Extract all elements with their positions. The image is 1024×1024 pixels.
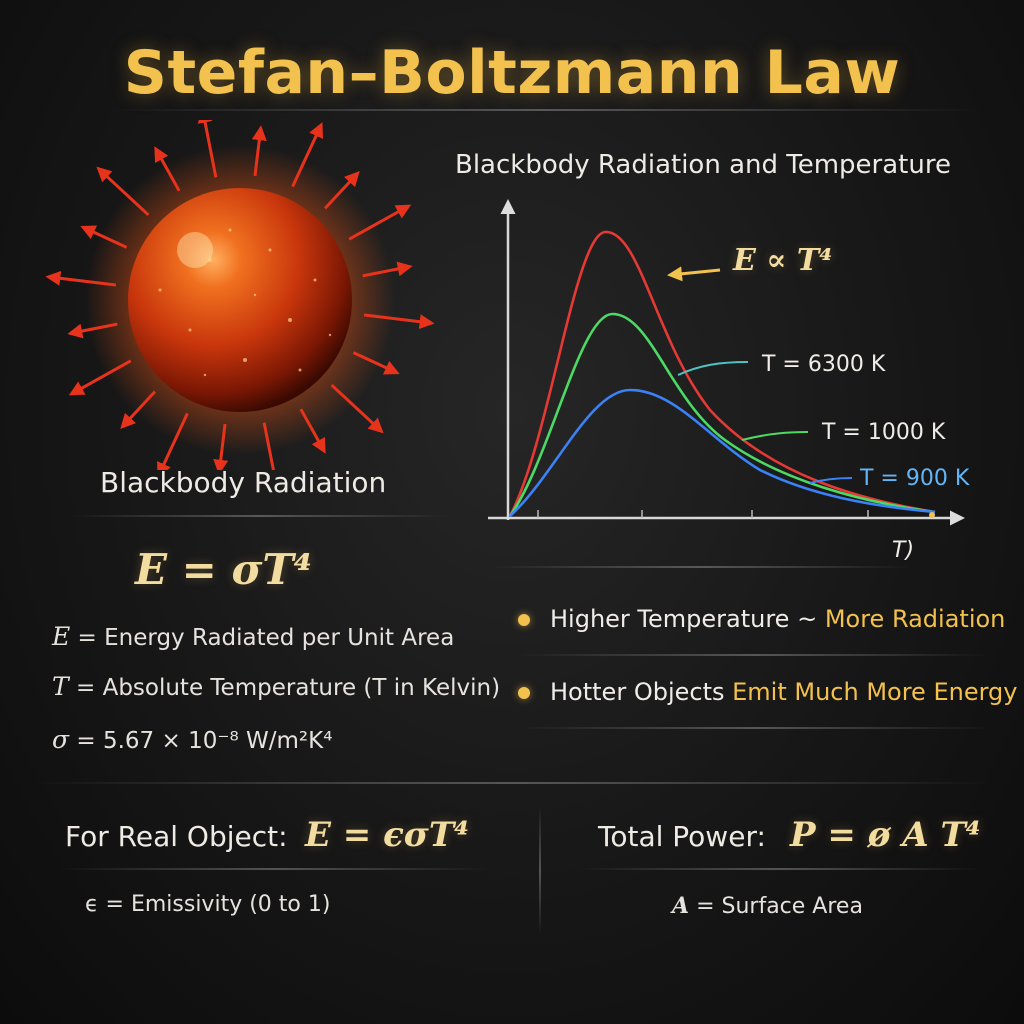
- radiation-arrow: [67, 322, 118, 339]
- bottom-divider: [30, 782, 994, 784]
- bullet-lead: Higher Temperature ~: [550, 605, 825, 633]
- radiation-arrow: [362, 261, 413, 278]
- radiation-arrow: [251, 125, 267, 177]
- x-axis-label: T): [892, 538, 915, 563]
- bullet-lead: Hotter Objects: [550, 678, 733, 706]
- sun-highlight: [177, 232, 213, 268]
- bullet-higher-temperature: Higher Temperature ~ More Radiation: [518, 605, 1005, 633]
- radiation-arrow: [154, 146, 181, 192]
- curve-label-6300k: T = 6300 K: [762, 352, 886, 377]
- radiation-arrow: [363, 313, 435, 330]
- annotation-arrow: [667, 266, 721, 282]
- radiation-arrow: [68, 359, 132, 396]
- radiation-arrow: [352, 351, 400, 375]
- radiation-arrows: [45, 120, 435, 470]
- real-object-divider: [60, 868, 490, 870]
- bullet-dot: [518, 614, 530, 626]
- sun-sphere: [128, 188, 352, 412]
- sun-speckles: [158, 228, 332, 377]
- x-axis-ticks: [537, 510, 869, 518]
- definition-sigma: σ = 5.67 × 10⁻⁸ W/m²K⁴: [52, 725, 332, 754]
- curve-label-1000k: T = 1000 K: [822, 420, 946, 445]
- caption-divider: [70, 515, 450, 517]
- leader-900k: [809, 477, 853, 484]
- definition-text: = 5.67 × 10⁻⁸ W/m²K⁴: [69, 728, 333, 754]
- total-power-divider: [580, 868, 980, 870]
- curve-end-dot: [929, 512, 935, 518]
- definition-text: = Absolute Temperature (T in Kelvin): [68, 675, 501, 701]
- surface-area-definition: A = Surface Area: [672, 893, 863, 919]
- radiation-arrow: [157, 412, 189, 470]
- emissivity-definition: ϵ = Emissivity (0 to 1): [85, 892, 331, 917]
- surface-area-text: = Surface Area: [689, 894, 863, 919]
- bullet-divider-2: [520, 727, 990, 729]
- sun-illustration: [45, 120, 435, 470]
- radiation-arrow: [80, 225, 128, 249]
- definition-symbol: E: [52, 622, 71, 651]
- definition-symbol: T: [52, 672, 69, 701]
- bottom-vertical-divider: [539, 805, 541, 935]
- radiation-arrow: [299, 408, 326, 454]
- radiation-arrow: [262, 422, 275, 470]
- radiation-arrow: [291, 122, 323, 188]
- chart-divider: [490, 566, 910, 568]
- curve-label-900k: T = 900 K: [860, 466, 970, 491]
- total-power-label: Total Power:: [598, 820, 766, 853]
- radiation-arrow: [213, 423, 229, 470]
- radiation-arrow: [120, 390, 157, 429]
- definition-temperature: T = Absolute Temperature (T in Kelvin): [52, 672, 500, 701]
- real-object-label: For Real Object:: [65, 820, 288, 853]
- definition-energy: E = Energy Radiated per Unit Area: [52, 622, 454, 651]
- real-object-formula: E = ϵσT⁴: [305, 815, 470, 855]
- bullet-highlight: More Radiation: [824, 605, 1006, 633]
- total-power-formula: P = ø A T⁴: [790, 815, 981, 855]
- bullet-dot: [518, 687, 530, 699]
- radiation-arrow: [45, 270, 117, 287]
- radiation-arrow: [197, 120, 218, 178]
- curve-900k: [509, 388, 936, 517]
- bullet-divider: [520, 654, 990, 656]
- leader-1000k: [741, 431, 809, 441]
- surface-area-symbol: A: [672, 893, 690, 919]
- chart-title: Blackbody Radiation and Temperature: [455, 150, 951, 180]
- radiation-arrow: [330, 383, 384, 434]
- definition-text: = Energy Radiated per Unit Area: [70, 625, 455, 651]
- radiation-arrow: [348, 204, 412, 241]
- blackbody-caption: Blackbody Radiation: [100, 466, 387, 499]
- radiation-chart: [488, 199, 965, 526]
- curve-1000k: [508, 312, 936, 517]
- radiation-arrow: [96, 166, 150, 217]
- main-formula: E = σT⁴: [135, 545, 313, 594]
- title-divider: [110, 109, 980, 111]
- page-title: Stefan–Boltzmann Law: [123, 38, 901, 108]
- definition-symbol: σ: [52, 725, 70, 754]
- bullet-highlight: Emit Much More Energy: [732, 678, 1018, 706]
- leader-6300k: [677, 361, 749, 376]
- bullet-hotter-objects: Hotter Objects Emit Much More Energy: [518, 678, 1017, 706]
- radiation-arrow: [323, 171, 360, 210]
- chart-annotation: E ∝ T⁴: [733, 243, 833, 278]
